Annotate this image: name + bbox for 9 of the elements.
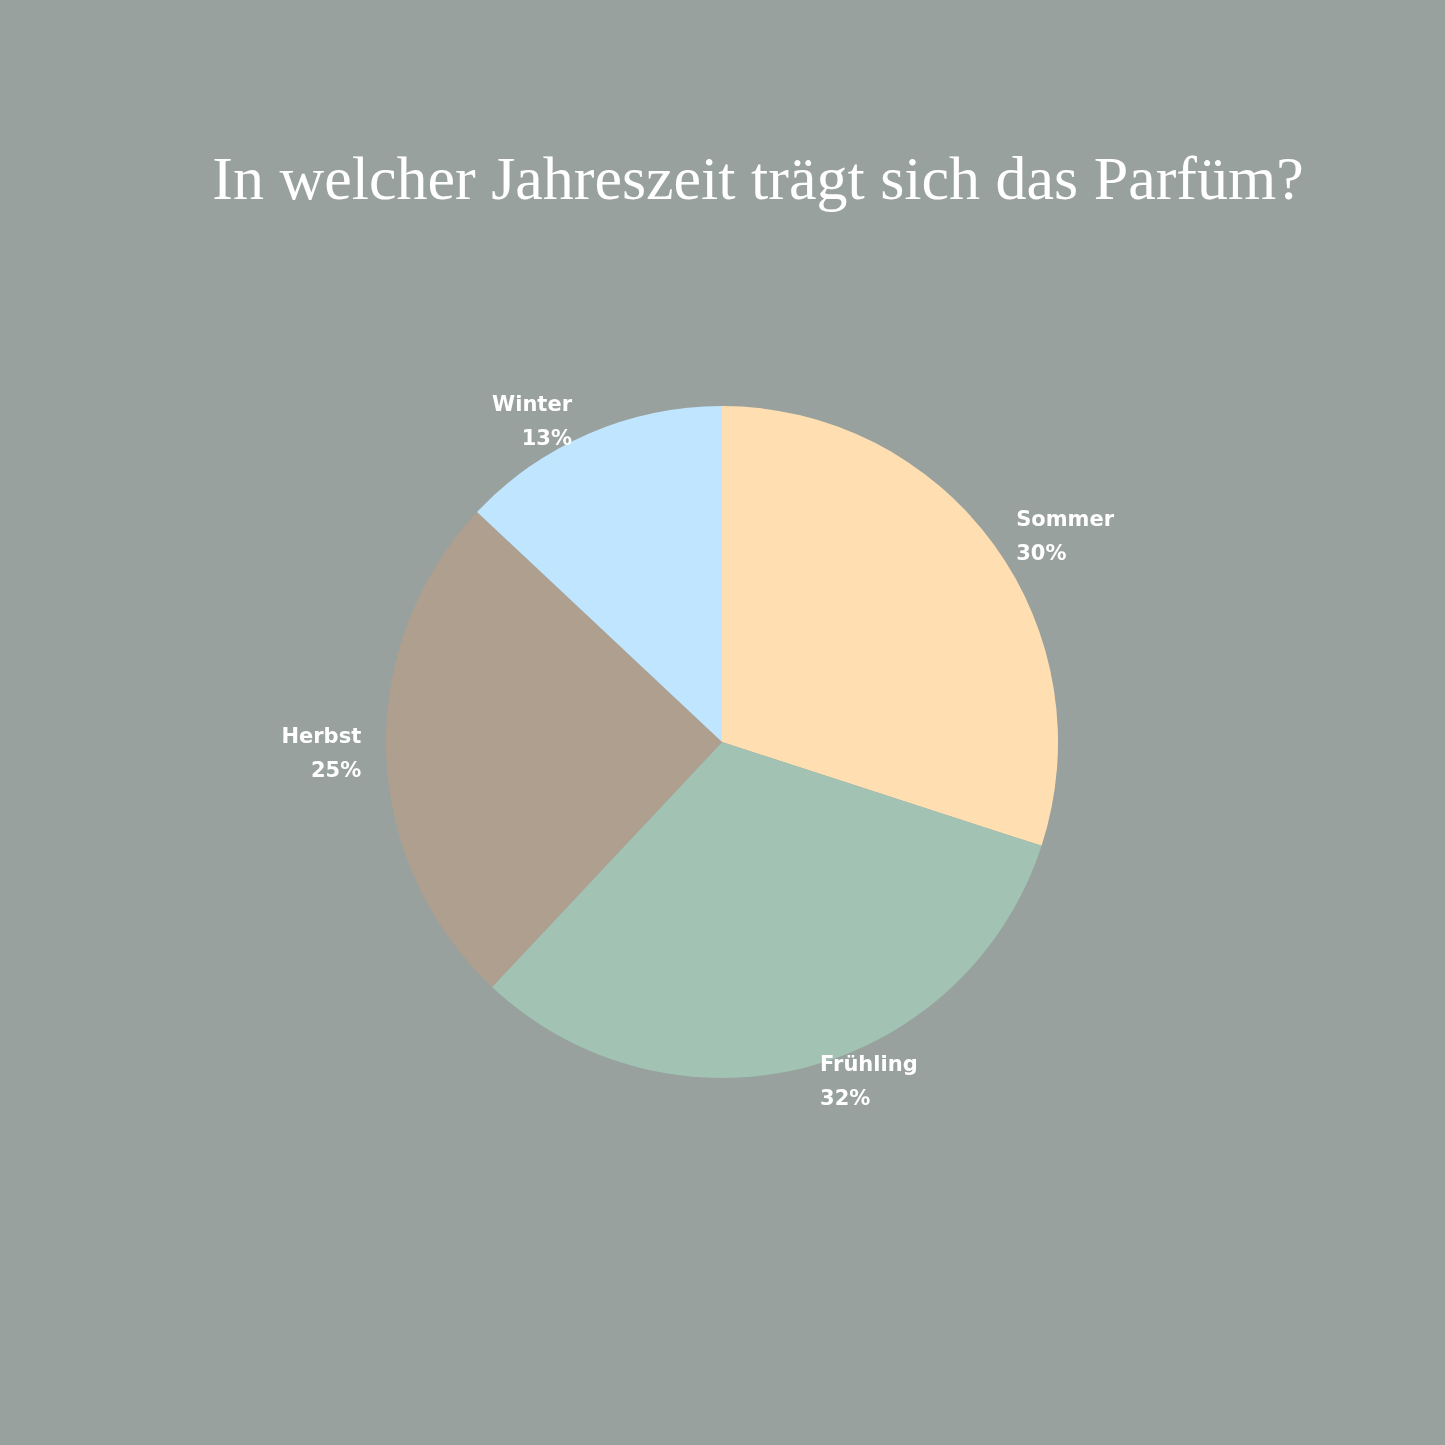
- data-label: 13%: [521, 425, 572, 450]
- slice-label: Winter: [492, 391, 573, 416]
- data-label: 30%: [1016, 541, 1067, 566]
- slice-label: Frühling: [820, 1052, 918, 1076]
- slice-label: Sommer: [1016, 507, 1115, 532]
- data-label: 32%: [820, 1086, 871, 1110]
- chart-title: In welcher Jahreszeit trägt sich das Parfüm?: [212, 144, 1304, 212]
- slice-label: Herbst: [281, 723, 362, 748]
- data-label: 25%: [310, 757, 362, 782]
